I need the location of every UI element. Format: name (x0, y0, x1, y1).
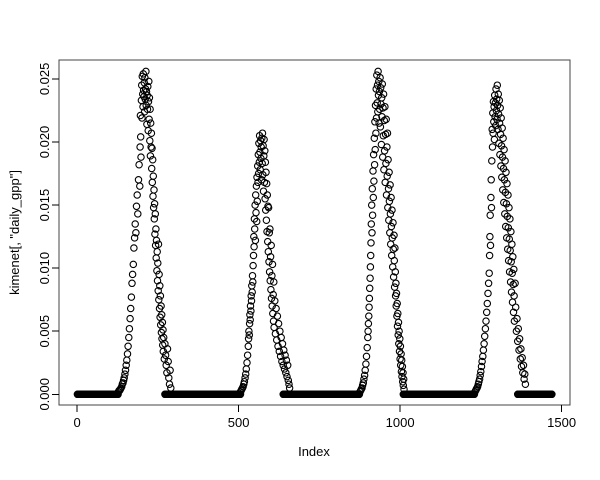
x-tick-label: 1500 (547, 415, 576, 430)
y-tick-label: 0.015 (37, 189, 52, 222)
x-axis-title: Index (298, 444, 330, 459)
y-tick-label: 0.000 (37, 378, 52, 411)
y-tick-label: 0.010 (37, 252, 52, 285)
zero-band (73, 390, 122, 399)
plot-border (58, 59, 571, 406)
x-tick-label: 500 (228, 415, 250, 430)
zero-band (513, 390, 556, 399)
y-tick-label: 0.005 (37, 315, 52, 348)
zero-band (279, 390, 364, 399)
x-tick-label: 1000 (386, 415, 415, 430)
zero-band (161, 390, 245, 399)
data-points (114, 67, 530, 396)
y-tick-label: 0.025 (37, 63, 52, 96)
y-axis-title: kimenet[, "daily_gpp"] (7, 170, 22, 295)
y-tick-label: 0.020 (37, 126, 52, 159)
x-tick-label: 0 (73, 415, 80, 430)
x-axis: 0 500 1000 1500 (73, 405, 576, 430)
zero-value-bands (73, 390, 556, 399)
zero-band (399, 390, 479, 399)
y-axis: 0.000 0.005 0.010 0.015 0.020 0.025 (37, 63, 59, 411)
